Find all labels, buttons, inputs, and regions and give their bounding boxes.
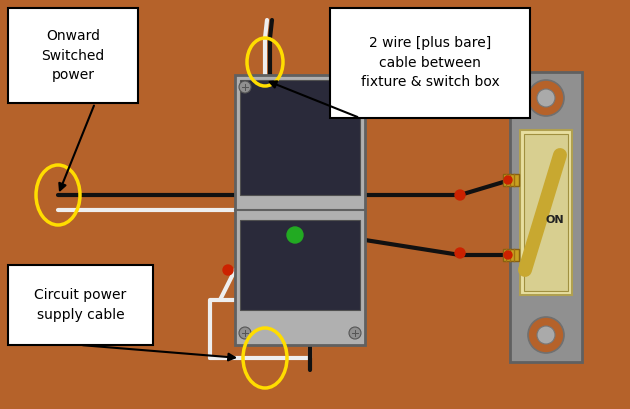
Bar (240, 80, 360, 195)
Circle shape (223, 265, 233, 275)
Circle shape (239, 327, 251, 339)
Bar (503, 249, 519, 261)
Text: 2 wire [plus bare]
cable between
fixture & switch box: 2 wire [plus bare] cable between fixture… (360, 36, 500, 90)
Circle shape (537, 326, 555, 344)
Bar (503, 174, 519, 186)
Circle shape (455, 190, 465, 200)
Bar (240, 220, 360, 310)
Ellipse shape (528, 80, 564, 116)
Text: Circuit power
supply cable: Circuit power supply cable (35, 288, 127, 322)
Bar (524, 134, 568, 291)
Circle shape (455, 248, 465, 258)
Bar (330, 8, 530, 118)
Text: ON: ON (546, 215, 564, 225)
Circle shape (504, 251, 512, 259)
Circle shape (349, 327, 361, 339)
Circle shape (287, 227, 303, 243)
Ellipse shape (528, 317, 564, 353)
Bar (8, 8, 138, 103)
Circle shape (537, 89, 555, 107)
Text: Onward
Switched
power: Onward Switched power (42, 29, 105, 82)
Circle shape (349, 81, 361, 93)
Bar (8, 265, 153, 345)
Bar (520, 130, 572, 295)
Bar (510, 72, 582, 362)
Circle shape (239, 81, 251, 93)
Bar (235, 75, 365, 345)
Circle shape (504, 176, 512, 184)
